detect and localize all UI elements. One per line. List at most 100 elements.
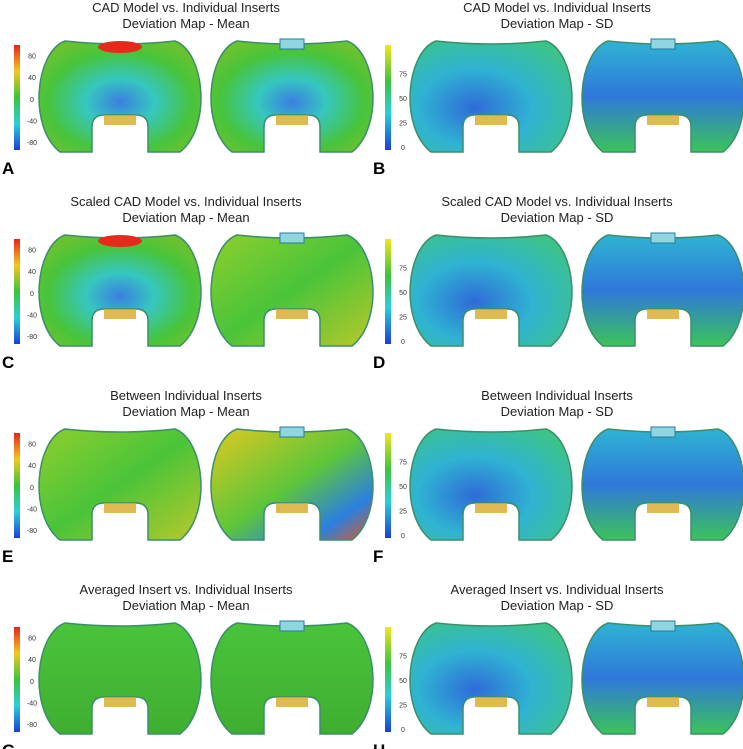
insert-map xyxy=(38,234,202,347)
colorbar-tick: 25 xyxy=(399,120,407,127)
panel-title: Deviation Map - SD xyxy=(501,16,614,31)
panel-title: CAD Model vs. Individual Inserts xyxy=(463,0,651,15)
colorbar-tick: -40 xyxy=(27,312,37,319)
insert-shape xyxy=(581,428,743,541)
colorbar-tick: 80 xyxy=(28,54,36,61)
colorbar-tick: 80 xyxy=(28,248,36,255)
insert-notch xyxy=(104,697,136,707)
colorbar xyxy=(14,239,20,344)
colorbar-tick: 40 xyxy=(28,657,36,664)
panel-letter: B xyxy=(373,159,385,178)
insert-hotspot xyxy=(98,235,142,247)
panel: Scaled CAD Model vs. Individual InsertsD… xyxy=(373,194,743,372)
panel-letter: F xyxy=(373,547,383,566)
insert-tab xyxy=(650,38,676,50)
colorbar-tick: -40 xyxy=(27,506,37,513)
colorbar-tick: 50 xyxy=(399,290,407,297)
panel-letter: A xyxy=(2,159,14,178)
insert-tab xyxy=(650,232,676,244)
insert-notch xyxy=(475,115,507,125)
insert-shape xyxy=(38,234,202,347)
colorbar xyxy=(385,433,391,538)
insert-tab xyxy=(279,620,305,632)
panel-title: Deviation Map - Mean xyxy=(122,210,249,225)
panel-title: Deviation Map - SD xyxy=(501,598,614,613)
insert-tab xyxy=(650,426,676,438)
colorbar xyxy=(385,627,391,732)
colorbar-tick: 25 xyxy=(399,314,407,321)
colorbar-tick: 50 xyxy=(399,678,407,685)
insert-notch xyxy=(276,697,308,707)
insert-tab xyxy=(279,426,305,438)
colorbar-tick: 0 xyxy=(30,485,34,492)
colorbar-tick: 40 xyxy=(28,463,36,470)
panel: Averaged Insert vs. Individual InsertsDe… xyxy=(2,582,374,749)
colorbar-tick: 0 xyxy=(401,727,405,734)
insert-shape xyxy=(210,428,374,541)
colorbar xyxy=(385,239,391,344)
panel-title: Scaled CAD Model vs. Individual Inserts xyxy=(441,194,673,209)
colorbar xyxy=(385,45,391,150)
colorbar-tick: 50 xyxy=(399,96,407,103)
insert-map xyxy=(38,428,202,541)
panel-title: Deviation Map - Mean xyxy=(122,16,249,31)
insert-shape xyxy=(210,622,374,735)
insert-notch xyxy=(276,503,308,513)
insert-map xyxy=(581,620,743,735)
colorbar-tick: -80 xyxy=(27,334,37,341)
insert-shape xyxy=(409,234,573,347)
colorbar-tick: 75 xyxy=(399,72,407,79)
insert-notch xyxy=(104,309,136,319)
panel-title: Between Individual Inserts xyxy=(110,388,262,403)
colorbar-tick: 25 xyxy=(399,508,407,515)
insert-map xyxy=(409,428,573,541)
colorbar-tick: 50 xyxy=(399,484,407,491)
panel-letter: D xyxy=(373,353,385,372)
insert-map xyxy=(409,234,573,347)
colorbar-tick: -40 xyxy=(27,700,37,707)
insert-shape xyxy=(409,40,573,153)
colorbar-tick: 80 xyxy=(28,636,36,643)
panel-title: Between Individual Inserts xyxy=(481,388,633,403)
insert-tab xyxy=(279,38,305,50)
colorbar xyxy=(14,627,20,732)
colorbar-tick: 80 xyxy=(28,442,36,449)
colorbar-tick: 75 xyxy=(399,460,407,467)
insert-shape xyxy=(581,234,743,347)
insert-map xyxy=(210,426,374,541)
insert-notch xyxy=(276,309,308,319)
insert-shape xyxy=(38,40,202,153)
insert-map xyxy=(409,40,573,153)
insert-shape xyxy=(409,622,573,735)
colorbar-tick: -80 xyxy=(27,528,37,535)
panel: Averaged Insert vs. Individual InsertsDe… xyxy=(373,582,743,749)
insert-map xyxy=(210,620,374,735)
colorbar-tick: 0 xyxy=(401,145,405,152)
insert-shape xyxy=(38,428,202,541)
panel: CAD Model vs. Individual InsertsDeviatio… xyxy=(373,0,743,178)
panel-title: Deviation Map - SD xyxy=(501,404,614,419)
colorbar-tick: 0 xyxy=(30,679,34,686)
insert-shape xyxy=(581,40,743,153)
panel-letter: E xyxy=(2,547,13,566)
insert-notch xyxy=(104,503,136,513)
insert-tab xyxy=(650,620,676,632)
colorbar-tick: 0 xyxy=(30,291,34,298)
insert-notch xyxy=(647,503,679,513)
insert-notch xyxy=(647,309,679,319)
insert-notch xyxy=(647,697,679,707)
colorbar-tick: 0 xyxy=(401,339,405,346)
insert-tab xyxy=(279,232,305,244)
panel-title: Averaged Insert vs. Individual Inserts xyxy=(451,582,664,597)
insert-notch xyxy=(475,697,507,707)
panel-title: Deviation Map - SD xyxy=(501,210,614,225)
panel-title: Deviation Map - Mean xyxy=(122,598,249,613)
panel-title: Scaled CAD Model vs. Individual Inserts xyxy=(70,194,302,209)
insert-map xyxy=(38,622,202,735)
insert-notch xyxy=(276,115,308,125)
colorbar-tick: 40 xyxy=(28,269,36,276)
